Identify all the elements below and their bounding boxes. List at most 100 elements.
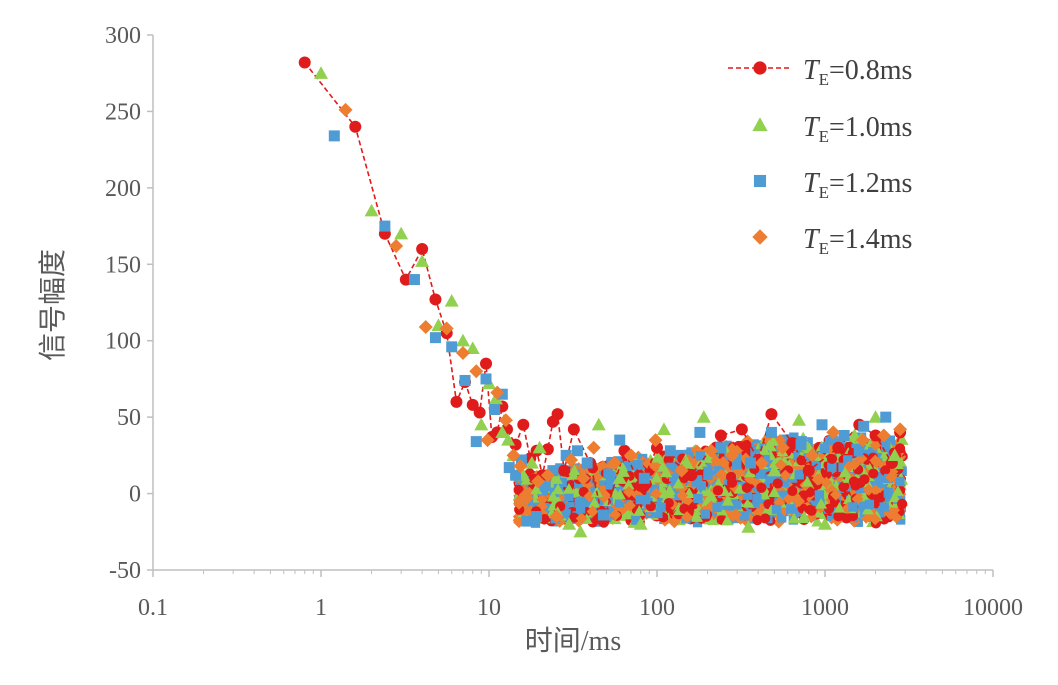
noise-point xyxy=(869,454,882,467)
noise-point xyxy=(712,502,722,512)
data-point xyxy=(591,417,606,431)
data-point xyxy=(735,423,748,436)
noise-point xyxy=(779,477,790,488)
noise-point xyxy=(564,501,575,512)
noise-point xyxy=(752,515,763,526)
noise-point xyxy=(568,464,581,476)
noise-point xyxy=(631,515,641,525)
data-point xyxy=(510,469,522,481)
noise-point xyxy=(730,508,742,521)
data-point xyxy=(564,452,579,467)
series-diamond xyxy=(338,102,908,524)
data-point xyxy=(818,517,832,530)
noise-point xyxy=(663,497,674,509)
data-point xyxy=(741,520,756,533)
noise-point xyxy=(777,513,787,523)
noise-point xyxy=(672,477,685,489)
tick-marks xyxy=(147,34,994,577)
legend: TE=0.8ms TE=1.0ms TE=1.2ms TE=1.4ms xyxy=(728,55,912,258)
data-point xyxy=(470,436,482,448)
y-tick-labels: 300 250 200 150 100 50 0 -50 xyxy=(105,23,141,584)
data-point xyxy=(548,471,563,484)
noise-point xyxy=(663,454,674,465)
x-tick-label: 1000 xyxy=(801,595,849,621)
data-point xyxy=(415,254,430,267)
noise-point xyxy=(695,455,708,467)
y-tick-label: 100 xyxy=(105,329,141,355)
noise-point xyxy=(868,468,879,479)
noise-point xyxy=(742,496,755,508)
data-point xyxy=(399,273,412,286)
y-tick-label: -50 xyxy=(109,558,141,584)
data-point xyxy=(459,374,471,386)
noise-point xyxy=(609,508,622,521)
noise-point xyxy=(760,452,770,462)
legend-label: TE=0.8ms xyxy=(803,55,912,89)
legend-entry: TE=1.0ms xyxy=(752,112,912,146)
data-point xyxy=(880,411,892,423)
data-point xyxy=(551,408,564,421)
noise-point xyxy=(633,459,643,470)
data-point xyxy=(887,448,902,461)
data-point xyxy=(338,102,353,117)
data-point xyxy=(418,319,433,334)
data-point xyxy=(775,440,790,455)
data-point xyxy=(674,463,689,478)
data-point xyxy=(532,440,547,454)
data-point xyxy=(607,456,622,470)
data-point xyxy=(623,448,638,463)
data-point xyxy=(715,442,727,454)
data-point xyxy=(446,341,458,353)
data-point xyxy=(832,441,845,454)
data-point xyxy=(379,220,391,232)
noise-point xyxy=(705,490,718,501)
data-point xyxy=(531,511,543,522)
x-tick-label: 1 xyxy=(315,595,327,621)
data-point xyxy=(503,462,515,474)
legend-marker xyxy=(753,174,767,188)
data-point xyxy=(648,433,663,448)
noise-point xyxy=(729,482,742,495)
data-point xyxy=(696,410,711,423)
noise-point xyxy=(794,470,804,480)
data-point xyxy=(298,56,311,69)
legend-label: TE=1.4ms xyxy=(803,224,912,258)
noise-point xyxy=(768,486,781,497)
noise-point xyxy=(536,493,549,506)
noise-point xyxy=(722,440,732,451)
data-point xyxy=(466,398,479,411)
noise-point xyxy=(896,434,909,445)
noise-point xyxy=(779,490,789,501)
data-point xyxy=(394,226,409,240)
noise-point xyxy=(530,483,543,495)
noise-point xyxy=(530,518,541,528)
noise-point xyxy=(862,510,875,523)
data-point xyxy=(416,243,429,255)
noise-point xyxy=(787,485,798,497)
noise-point xyxy=(590,471,603,484)
data-point xyxy=(473,406,486,419)
noise-point xyxy=(888,491,901,503)
noise-point xyxy=(823,503,835,514)
data-point xyxy=(560,449,572,461)
data-point xyxy=(767,463,782,477)
data-point xyxy=(791,413,806,426)
data-point xyxy=(802,464,815,477)
noise-point xyxy=(751,477,764,489)
noise-point xyxy=(883,488,893,498)
noise-point xyxy=(742,490,753,500)
x-tick-label: 10000 xyxy=(963,595,1023,621)
noise-point xyxy=(567,468,580,480)
noise-point xyxy=(582,497,592,508)
noise-point xyxy=(875,508,885,518)
data-point xyxy=(444,293,459,307)
data-point xyxy=(562,517,577,530)
data-point xyxy=(531,474,546,489)
data-point xyxy=(480,373,492,385)
data-point xyxy=(517,418,530,431)
noise-point xyxy=(750,485,760,495)
data-point xyxy=(474,417,489,431)
noise-point xyxy=(779,469,792,482)
noise-point xyxy=(755,469,766,479)
noise-point xyxy=(763,439,776,451)
